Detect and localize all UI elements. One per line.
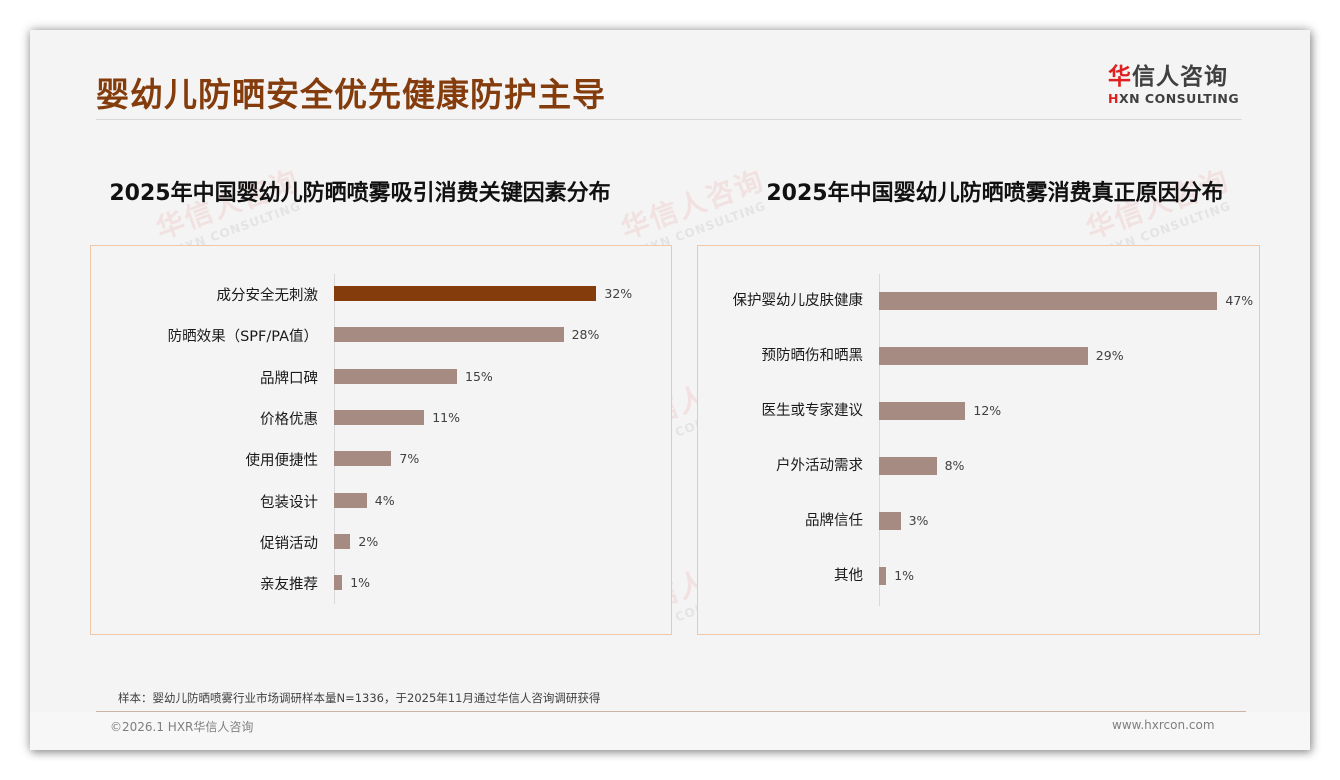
bar-highlight [334,286,597,301]
category-label: 亲友推荐 [260,577,318,594]
bar [879,512,901,530]
value-label: 29% [1095,348,1124,363]
bar [334,327,564,343]
bar [334,368,457,384]
category-label: 户外活动需求 [776,458,863,474]
bar-row: 保护婴幼儿皮肤健康 47% [698,292,1253,312]
bar [334,409,425,425]
bar-row: 防晒效果（SPF/PA值） 28% [91,327,599,347]
category-label: 医生或专家建议 [761,403,864,419]
value-label: 32% [604,286,633,301]
bar-row: 使用便捷性 7% [91,451,419,471]
logo-cn: 华信人咨询 [1108,64,1228,90]
chart-panel-real-reasons: 保护婴幼儿皮肤健康 47% 预防晒伤和晒黑 29% 医生或专家建议 12% 户外活动需求 8%… [697,245,1260,635]
category-label: 使用便捷性 [245,453,319,470]
bar-row: 户外活动需求 8% [698,457,964,477]
value-label: 4% [374,492,395,508]
category-label: 防晒效果（SPF/PA值） [167,329,318,346]
bar-row: 促销活动 2% [91,533,378,554]
value-label: 2% [358,533,379,549]
bar [879,347,1088,365]
copyright: ©2026.1 HXR华信人咨询 [110,720,254,734]
bar [334,492,367,508]
y-axis-line [879,274,880,606]
bar-row: 品牌口碑 15% [91,368,493,389]
value-label: 1% [350,575,371,591]
title-divider [96,119,1242,120]
value-label: 8% [944,458,965,473]
chart-title-right: 2025年中国婴幼儿防晒喷雾消费真正原因分布 [766,181,1224,206]
bar-row: 成分安全无刺激 32% [91,286,632,306]
category-label: 价格优惠 [260,411,318,428]
logo-en: HXN CONSULTING [1108,91,1240,106]
value-label: 15% [465,368,493,384]
bar-row: 医生或专家建议 12% [698,402,1001,422]
category-label: 包装设计 [260,494,318,511]
company-logo: 华信人咨询 HXN CONSULTING [1108,62,1248,106]
category-label: 促销活动 [260,535,318,552]
bar-row: 包装设计 4% [91,492,395,513]
category-label: 预防晒伤和晒黑 [761,348,864,364]
category-label: 保护婴幼儿皮肤健康 [732,293,864,309]
chart-title-left: 2025年中国婴幼儿防晒喷雾吸引消费关键因素分布 [109,181,611,206]
slide: 华信人咨询 HXN CONSULTING 华信人咨询 HXN CONSULTING … [30,30,1310,750]
value-label: 1% [894,568,915,583]
bar [334,533,351,549]
category-label: 成分安全无刺激 [216,288,319,304]
footer-band [30,712,1310,750]
bar [334,451,392,467]
bar-row: 其他 1% [698,567,914,587]
bar [334,575,343,591]
value-label: 11% [432,409,460,425]
bar-row: 价格优惠 11% [91,409,460,430]
bar [879,402,966,420]
bar [879,457,937,475]
value-label: 12% [973,403,1002,418]
category-label: 品牌信任 [805,513,863,529]
bar-row: 预防晒伤和晒黑 29% [698,347,1124,367]
chart-panel-key-factors: 成分安全无刺激 32% 防晒效果（SPF/PA值） 28% 品牌口碑 15% 价格优惠 11%… [90,245,672,635]
value-label: 28% [571,327,600,343]
value-label: 47% [1225,293,1254,308]
y-axis-line [334,274,335,604]
footer-divider [96,711,1246,712]
category-label: 其他 [834,568,863,584]
page-title: 婴幼儿防晒安全优先健康防护主导 [96,75,606,114]
category-label: 品牌口碑 [260,370,318,387]
value-label: 3% [908,513,929,528]
bar [879,567,887,585]
value-label: 7% [399,451,420,467]
bar [879,292,1218,310]
source-note: 样本：婴幼儿防晒喷雾行业市场调研样本量N=1336，于2025年11月通过华信人… [118,691,601,705]
website-link[interactable]: www.hxrcon.com [1112,718,1215,732]
bar-row: 亲友推荐 1% [91,575,370,595]
bar-row: 品牌信任 3% [698,512,928,532]
